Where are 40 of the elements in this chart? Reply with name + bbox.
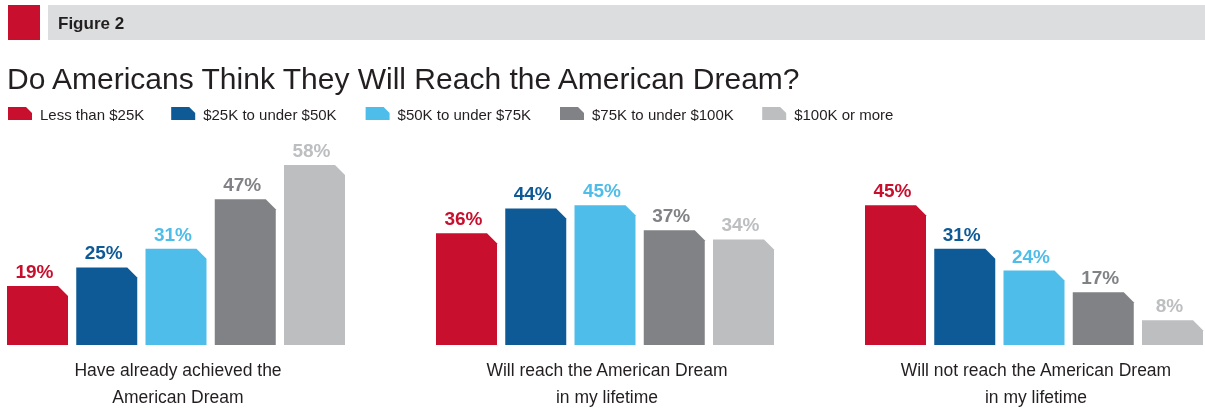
bar [145, 248, 207, 345]
data-label: 36% [444, 208, 483, 230]
x-tick-label: Will reach the American Dream in my lifetime [486, 360, 728, 407]
data-label: 34% [721, 214, 760, 236]
bar [865, 205, 926, 345]
bar [643, 230, 705, 345]
bar [7, 286, 68, 345]
bar [284, 165, 345, 345]
data-label: 19% [15, 261, 54, 283]
legend-label: $50K to under $75K [397, 106, 532, 123]
data-label: 31% [942, 223, 981, 245]
legend-label: $100K or more [794, 106, 894, 123]
caption: Figure 2 [58, 14, 125, 33]
bar [713, 239, 774, 345]
data-label: 31% [153, 223, 193, 245]
bar [1142, 320, 1203, 345]
data-label: 45% [873, 180, 912, 202]
x-tick-label: Will not reach the American Dream in my lifetime [900, 360, 1172, 407]
data-label: 17% [1081, 267, 1120, 289]
bar [436, 233, 497, 345]
bar [574, 205, 636, 345]
data-label: 8% [1155, 295, 1184, 317]
bar [1003, 270, 1065, 345]
bar [934, 248, 996, 345]
chart-title: Do Americans Think They Will Reach the American Dream? [7, 62, 800, 95]
data-label: 45% [582, 180, 622, 202]
bar [1072, 292, 1134, 345]
x-tick-label: Have already achieved the American Dream [74, 360, 282, 407]
bar [76, 267, 138, 345]
data-label: 44% [513, 183, 552, 205]
data-label: 24% [1011, 245, 1051, 267]
data-label: 47% [223, 174, 262, 196]
data-label: 25% [84, 242, 123, 264]
legend-label: $75K to under $100K [592, 106, 734, 123]
bar [214, 199, 276, 345]
legend-label: $25K to under $50K [203, 106, 337, 123]
legend-label: Less than $25K [40, 106, 145, 123]
bar [505, 208, 567, 345]
data-label: 37% [652, 205, 691, 227]
data-label: 58% [292, 140, 331, 161]
